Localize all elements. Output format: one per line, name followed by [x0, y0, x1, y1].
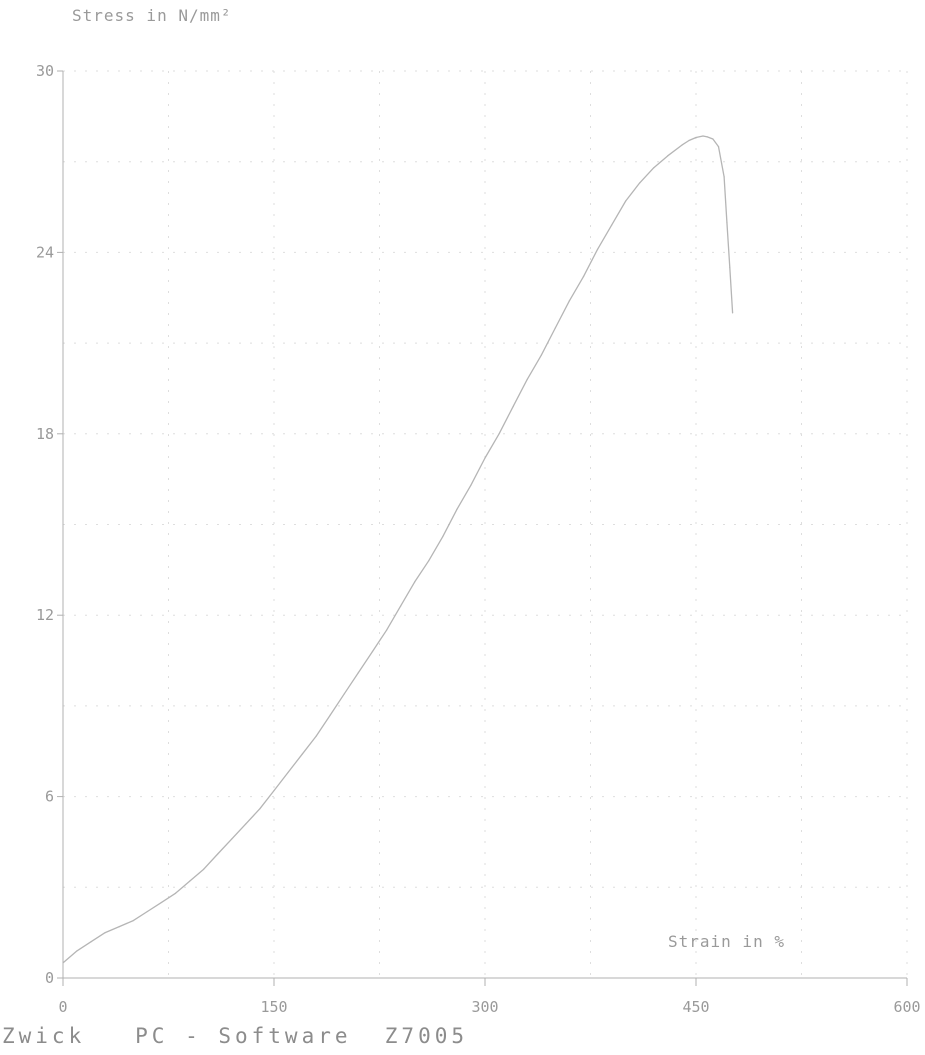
- series: [62, 135, 734, 964]
- data-point: [343, 693, 345, 695]
- data-point: [160, 901, 163, 904]
- data-point: [62, 962, 64, 964]
- x-tick-label: 150: [260, 998, 287, 1016]
- data-point: [596, 248, 599, 250]
- data-point: [273, 789, 275, 792]
- data-point: [498, 433, 500, 435]
- data-point: [726, 221, 728, 223]
- data-point: [287, 771, 289, 774]
- data-point: [315, 735, 317, 737]
- data-point: [104, 932, 106, 934]
- y-axis-label: Stress in N/mm²: [72, 6, 232, 25]
- data-point: [723, 176, 725, 178]
- data-point: [371, 650, 374, 653]
- data-point: [731, 312, 734, 314]
- y-tick-label: 6: [45, 788, 54, 806]
- data-point: [470, 484, 472, 486]
- data-point: [526, 378, 528, 380]
- data-point: [706, 136, 708, 138]
- data-point: [695, 136, 697, 139]
- data-point: [174, 892, 177, 894]
- data-point: [512, 405, 514, 408]
- data-point: [400, 605, 402, 607]
- data-point: [712, 138, 714, 140]
- y-tick-label: 30: [36, 62, 54, 80]
- data-point: [688, 139, 690, 142]
- data-point: [540, 354, 542, 356]
- x-axis-label: Strain in %: [668, 932, 785, 951]
- data-point: [582, 275, 585, 278]
- data-point: [681, 144, 683, 146]
- data-point: [217, 853, 219, 855]
- data-point: [414, 581, 416, 583]
- footer-software-label: Zwick PC - Software Z7005: [2, 1024, 469, 1048]
- data-point: [245, 823, 247, 825]
- x-tick-label: 0: [58, 998, 67, 1016]
- data-point: [301, 753, 303, 755]
- data-point: [667, 155, 669, 157]
- data-point: [611, 224, 613, 226]
- data-point: [385, 629, 388, 631]
- data-point: [653, 167, 655, 169]
- data-point: [568, 300, 571, 302]
- data-point: [717, 145, 720, 148]
- data-point: [189, 880, 191, 882]
- data-point: [442, 535, 444, 538]
- stress-strain-curve: [62, 135, 734, 964]
- data-point: [484, 457, 486, 459]
- data-point: [118, 926, 120, 928]
- data-point: [146, 910, 148, 913]
- data-point: [639, 182, 641, 184]
- y-tick-label: 24: [36, 243, 54, 261]
- data-point: [357, 672, 359, 674]
- data-point: [76, 950, 78, 952]
- data-point: [428, 560, 430, 562]
- data-point: [702, 135, 704, 137]
- y-tick-label: 12: [36, 606, 54, 624]
- x-tick-label: 600: [893, 998, 920, 1016]
- data-point: [259, 808, 261, 810]
- data-point: [203, 868, 205, 870]
- grid: [63, 70, 908, 978]
- data-point: [90, 941, 92, 943]
- data-point: [729, 266, 731, 269]
- data-point: [456, 508, 458, 510]
- data-point: [132, 919, 134, 922]
- data-point: [231, 838, 233, 840]
- x-tick-label: 300: [471, 998, 498, 1016]
- data-point: [329, 714, 331, 716]
- x-tick-label: 450: [682, 998, 709, 1016]
- y-tick-label: 18: [36, 425, 54, 443]
- data-point: [625, 200, 627, 202]
- data-point: [554, 327, 556, 329]
- y-tick-label: 0: [45, 969, 54, 987]
